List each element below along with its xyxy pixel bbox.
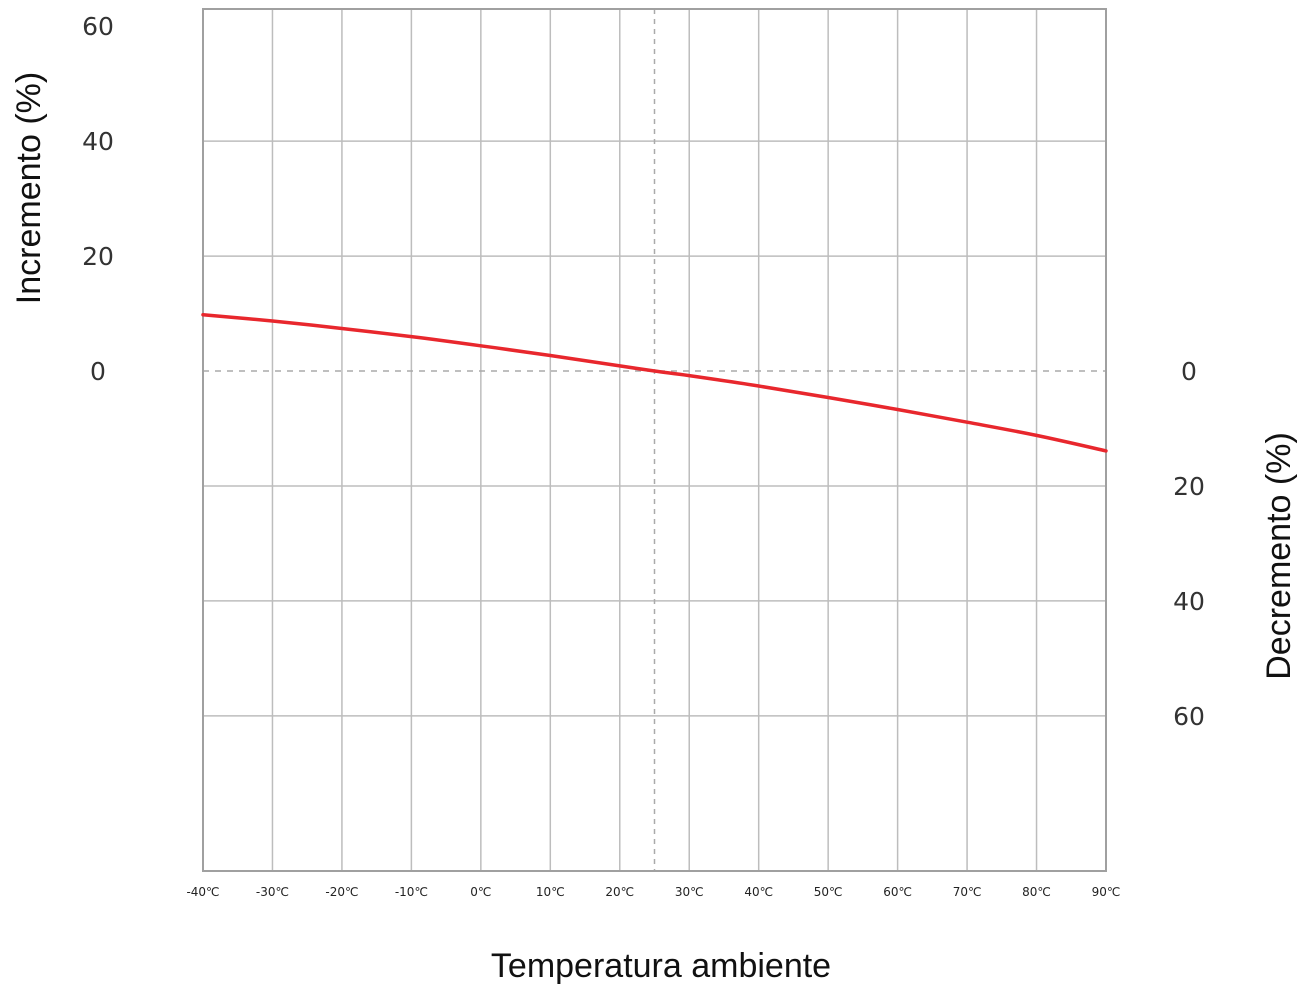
y-right-tick-label: 40: [1173, 587, 1205, 616]
series-line-0: [201, 312, 1108, 453]
x-tick-label: 10℃: [536, 885, 565, 899]
x-tick-label: 80℃: [1022, 885, 1051, 899]
x-tick-label: -10℃: [395, 885, 428, 899]
series-layer: [201, 312, 1108, 453]
reference-lines: [203, 9, 1106, 871]
y-left-tick-label: 0: [90, 357, 106, 386]
x-tick-label: 20℃: [605, 885, 634, 899]
y-left-tick-label: 60: [82, 12, 114, 41]
y-left-tick-label: 40: [82, 127, 114, 156]
x-tick-label: -30℃: [256, 885, 289, 899]
x-tick-label: -40℃: [186, 885, 219, 899]
x-axis-title: Temperatura ambiente: [491, 947, 831, 985]
tick-labels: -40℃ -30℃ -20℃ -10℃ 0℃ 10℃ 20℃ 30℃ 40℃ 50℃ 60℃ 70℃ 8…: [82, 12, 1205, 899]
y-right-tick-label: 60: [1173, 702, 1205, 731]
x-tick-label: 60℃: [883, 885, 912, 899]
y-left-tick-label: 20: [82, 242, 114, 271]
x-tick-label: 0℃: [470, 885, 491, 899]
y-right-tick-label: 0: [1181, 357, 1197, 386]
x-tick-label: 90℃: [1092, 885, 1121, 899]
y-right-tick-label: 20: [1173, 472, 1205, 501]
x-tick-label: 40℃: [744, 885, 773, 899]
plot-frame: [202, 8, 1107, 872]
x-tick-label: 30℃: [675, 885, 704, 899]
x-tick-label: 70℃: [953, 885, 982, 899]
x-tick-label: -20℃: [325, 885, 358, 899]
y-axis-left-title: Incremento (%): [10, 72, 48, 304]
x-tick-label: 50℃: [814, 885, 843, 899]
y-axis-right-title: Decremento (%): [1260, 432, 1298, 680]
